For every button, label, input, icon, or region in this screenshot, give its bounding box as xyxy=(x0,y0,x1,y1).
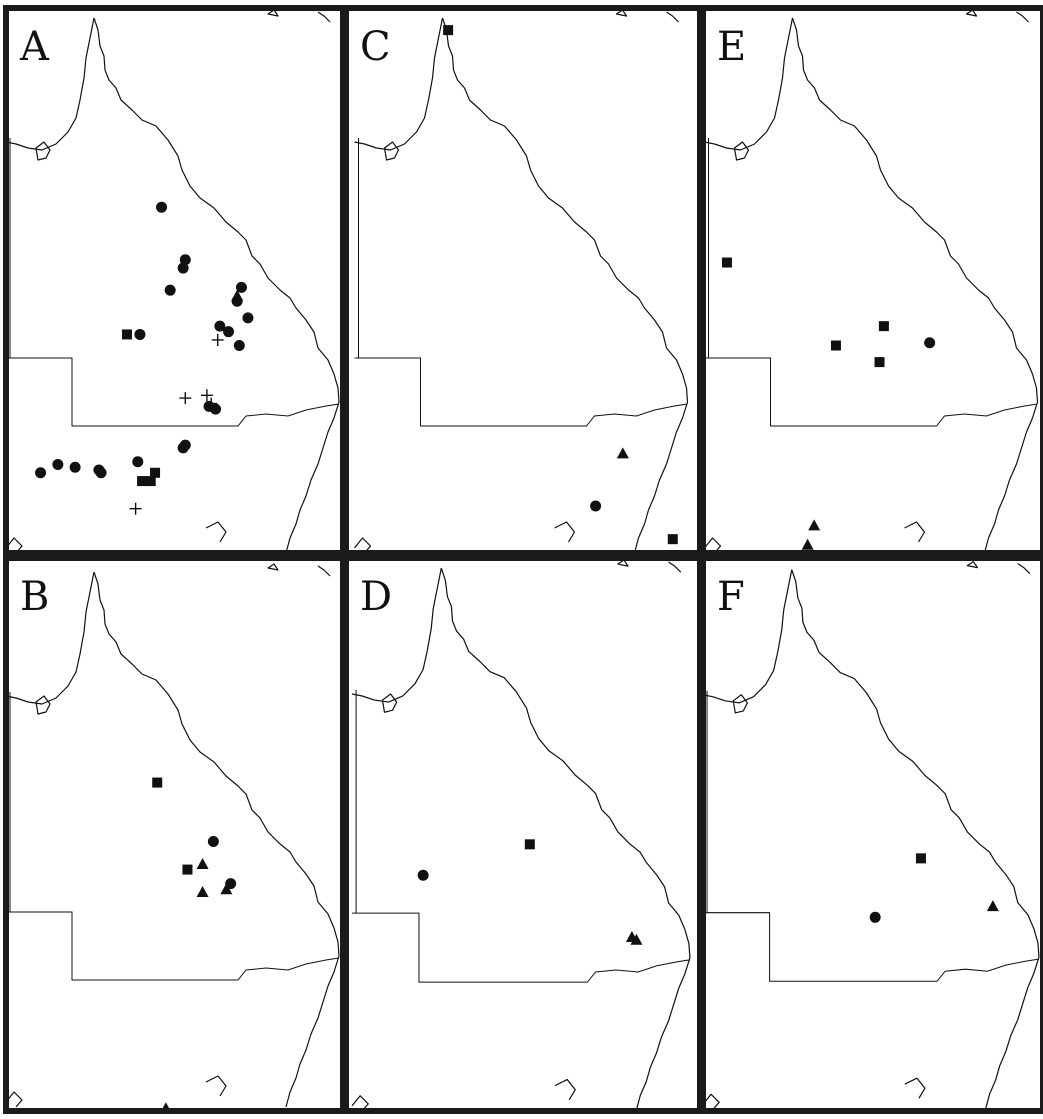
record-marker-circle xyxy=(223,326,235,338)
map-panel-b: B xyxy=(3,555,346,1114)
record-marker-square xyxy=(830,340,841,351)
record-marker-triangle xyxy=(616,447,629,459)
record-marker-square xyxy=(443,25,454,36)
record-marker-circle xyxy=(177,442,189,454)
record-marker-square xyxy=(182,864,193,875)
panel-frame xyxy=(700,555,1043,1114)
panel-label: F xyxy=(717,574,745,620)
basemap-outline xyxy=(5,9,340,554)
record-marker-square xyxy=(524,839,535,850)
record-marker-circle xyxy=(177,262,189,274)
panel-label: B xyxy=(20,574,49,620)
basemap-outline xyxy=(5,563,340,1108)
panel-frame xyxy=(700,5,1043,556)
record-marker-circle xyxy=(924,337,936,349)
record-marker-circle xyxy=(164,284,176,296)
basemap-outline xyxy=(702,560,1040,1111)
panel-label: D xyxy=(360,574,392,620)
record-marker-circle xyxy=(134,328,146,340)
map-panel-e: E xyxy=(700,5,1043,556)
record-marker-circle xyxy=(869,911,881,923)
record-marker-triangle xyxy=(808,519,821,531)
record-marker-circle xyxy=(35,467,47,479)
record-marker-square xyxy=(878,321,889,332)
map-panel-f: F xyxy=(700,555,1043,1114)
record-marker-circle xyxy=(69,461,81,473)
record-marker-circle xyxy=(132,456,144,468)
record-marker-circle xyxy=(590,500,602,512)
record-marker-triangle xyxy=(196,857,209,869)
record-marker-circle xyxy=(417,869,429,881)
map-panel-d: D xyxy=(343,555,703,1114)
map-panel-c: C xyxy=(343,5,703,556)
basemap-outline xyxy=(353,9,689,554)
panel-frame xyxy=(343,5,703,556)
panel-label: E xyxy=(717,24,746,70)
record-marker-square xyxy=(667,534,678,545)
record-marker-circle xyxy=(207,836,219,848)
record-marker-triangle xyxy=(196,886,209,898)
record-marker-square xyxy=(150,467,161,478)
record-marker-square xyxy=(915,853,926,864)
record-marker-square xyxy=(721,257,732,268)
basemap-outline xyxy=(703,9,1039,554)
map-panel-a: A xyxy=(3,5,346,556)
record-marker-square xyxy=(121,329,132,340)
panel-frame xyxy=(343,555,703,1114)
panel-label: C xyxy=(360,24,391,70)
panel-frame xyxy=(3,5,346,556)
record-marker-square xyxy=(874,357,885,368)
panel-label: A xyxy=(19,24,50,70)
record-marker-circle xyxy=(156,201,168,213)
record-marker-square xyxy=(137,476,148,487)
basemap-outline xyxy=(351,559,691,1112)
record-marker-circle xyxy=(95,467,107,479)
record-marker-square xyxy=(152,777,163,788)
record-marker-circle xyxy=(242,312,254,324)
record-marker-circle xyxy=(210,403,222,415)
record-marker-plus xyxy=(178,391,193,405)
record-marker-circle xyxy=(233,340,245,352)
panel-frame xyxy=(3,555,346,1114)
record-marker-plus xyxy=(211,333,225,347)
record-marker-triangle xyxy=(801,538,814,550)
record-marker-circle xyxy=(52,458,64,470)
record-marker-plus xyxy=(128,502,143,516)
record-marker-triangle xyxy=(986,900,999,912)
